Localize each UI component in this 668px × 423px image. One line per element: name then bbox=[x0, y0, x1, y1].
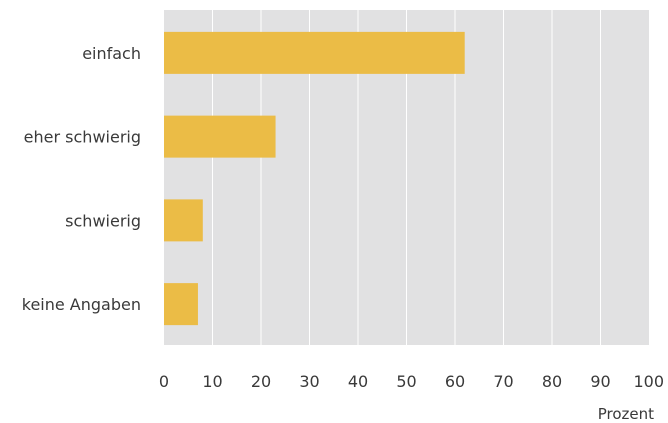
bar-eher-schwierig bbox=[164, 115, 276, 158]
x-tick-labels: 0 10 20 30 40 50 60 70 80 90 100 bbox=[159, 372, 664, 391]
x-tick-label: 80 bbox=[542, 372, 562, 391]
category-labels: einfach eher schwierig schwierig keine Anga… bbox=[22, 44, 141, 314]
x-tick-label: 20 bbox=[251, 372, 271, 391]
x-tick-label: 60 bbox=[445, 372, 465, 391]
x-tick-label: 10 bbox=[202, 372, 222, 391]
x-tick-label: 70 bbox=[493, 372, 513, 391]
category-label: keine Angaben bbox=[22, 295, 141, 314]
x-tick-label: 0 bbox=[159, 372, 169, 391]
bars bbox=[164, 31, 465, 326]
x-axis-title: Prozent bbox=[598, 405, 654, 423]
x-tick-label: 50 bbox=[396, 372, 416, 391]
bar-keine-angaben bbox=[164, 283, 198, 326]
category-label: einfach bbox=[82, 44, 141, 63]
bar-schwierig bbox=[164, 199, 203, 242]
bar-einfach bbox=[164, 31, 465, 74]
x-tick-label: 90 bbox=[590, 372, 610, 391]
x-tick-label: 40 bbox=[348, 372, 368, 391]
category-label: schwierig bbox=[65, 211, 141, 230]
x-tick-label: 100 bbox=[633, 372, 664, 391]
x-tick-label: 30 bbox=[299, 372, 319, 391]
category-label: eher schwierig bbox=[24, 128, 141, 147]
